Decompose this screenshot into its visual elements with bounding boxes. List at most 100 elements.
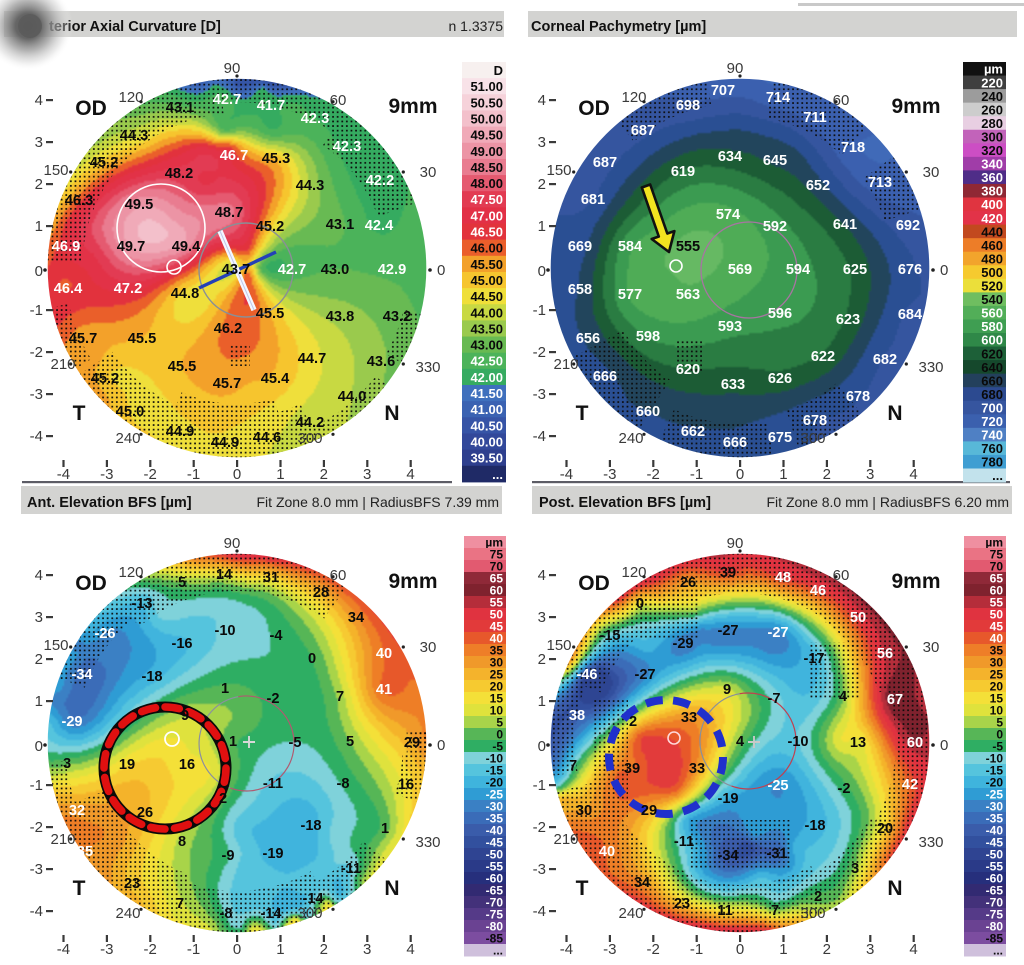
svg-text:9mm: 9mm [891, 95, 940, 118]
svg-text:380: 380 [981, 184, 1003, 199]
svg-text:-1: -1 [690, 941, 703, 958]
svg-text:-5: -5 [492, 740, 503, 754]
svg-text:634: 634 [718, 149, 743, 165]
svg-text:360: 360 [981, 170, 1003, 185]
svg-text:45: 45 [990, 620, 1004, 634]
svg-text:4: 4 [909, 941, 917, 958]
svg-text:48.50: 48.50 [470, 160, 503, 175]
svg-text:50: 50 [990, 608, 1004, 622]
svg-text:300: 300 [981, 130, 1003, 145]
svg-text:-4: -4 [57, 466, 70, 483]
svg-text:330: 330 [918, 359, 943, 376]
svg-text:46.50: 46.50 [470, 225, 503, 240]
svg-text:240: 240 [618, 905, 643, 922]
svg-text:678: 678 [846, 389, 870, 405]
svg-text:D: D [494, 63, 503, 78]
svg-text:280: 280 [981, 116, 1003, 131]
svg-text:9: 9 [723, 682, 731, 698]
svg-text:7: 7 [569, 758, 577, 774]
svg-text:3: 3 [538, 134, 546, 151]
svg-text:-14: -14 [302, 891, 324, 907]
svg-text:0: 0 [636, 596, 644, 612]
svg-text:240: 240 [115, 430, 140, 447]
svg-text:-2: -2 [647, 941, 660, 958]
svg-text:593: 593 [718, 319, 742, 335]
svg-text:42.4: 42.4 [365, 218, 394, 234]
svg-text:-30: -30 [486, 800, 504, 814]
svg-text:780: 780 [981, 455, 1003, 470]
svg-text:4: 4 [909, 466, 917, 483]
svg-text:42.3: 42.3 [333, 139, 361, 155]
svg-text:584: 584 [618, 239, 643, 255]
svg-text:0: 0 [940, 737, 948, 754]
svg-text:-3: -3 [100, 941, 113, 958]
svg-text:-4: -4 [560, 466, 573, 483]
svg-text:0: 0 [233, 466, 241, 483]
svg-text:65: 65 [990, 572, 1004, 586]
svg-text:-85: -85 [486, 932, 504, 946]
svg-text:OD: OD [578, 97, 610, 120]
svg-text:740: 740 [981, 428, 1003, 443]
svg-text:-16: -16 [171, 636, 192, 652]
svg-text:-1: -1 [690, 466, 703, 483]
svg-text:60: 60 [833, 92, 850, 109]
svg-text:28: 28 [313, 585, 329, 601]
svg-text:44.7: 44.7 [298, 351, 326, 367]
svg-text:320: 320 [981, 143, 1003, 158]
svg-text:49.50: 49.50 [470, 128, 503, 143]
svg-text:T: T [73, 402, 86, 425]
svg-text:1: 1 [35, 218, 43, 235]
svg-text:594: 594 [786, 262, 811, 278]
svg-text:15: 15 [990, 692, 1004, 706]
svg-text:1: 1 [779, 466, 787, 483]
svg-text:626: 626 [768, 371, 792, 387]
svg-text:1: 1 [35, 693, 43, 710]
svg-text:14: 14 [216, 567, 233, 583]
svg-text:-5: -5 [992, 740, 1003, 754]
svg-text:2: 2 [320, 466, 328, 483]
svg-text:T: T [73, 877, 86, 900]
svg-text:Corneal Pachymetry [µm]: Corneal Pachymetry [µm] [531, 19, 706, 35]
svg-text:1: 1 [221, 681, 229, 697]
svg-text:...: ... [492, 467, 503, 482]
svg-text:-8: -8 [220, 906, 233, 922]
svg-text:0: 0 [736, 466, 744, 483]
svg-text:120: 120 [621, 89, 646, 106]
svg-text:714: 714 [766, 90, 791, 106]
svg-text:...: ... [493, 944, 503, 958]
svg-text:-1: -1 [30, 302, 43, 319]
svg-text:48: 48 [775, 570, 791, 586]
svg-text:42.3: 42.3 [301, 111, 329, 127]
svg-text:718: 718 [841, 140, 865, 156]
svg-text:Post. Elevation BFS [µm]: Post. Elevation BFS [µm] [539, 495, 711, 511]
svg-text:210: 210 [50, 356, 75, 373]
svg-text:32: 32 [69, 803, 85, 819]
svg-text:44.00: 44.00 [470, 305, 503, 320]
svg-text:592: 592 [763, 219, 787, 235]
svg-text:600: 600 [981, 333, 1003, 348]
svg-text:580: 580 [981, 319, 1003, 334]
svg-text:46.3: 46.3 [65, 193, 93, 209]
svg-text:620: 620 [981, 346, 1003, 361]
svg-text:569: 569 [728, 262, 752, 278]
svg-text:678: 678 [803, 413, 827, 429]
svg-text:-17: -17 [803, 651, 824, 667]
svg-text:692: 692 [896, 218, 920, 234]
svg-text:26: 26 [137, 805, 153, 821]
svg-text:684: 684 [898, 307, 923, 323]
svg-text:51.00: 51.00 [470, 79, 503, 94]
svg-text:µm: µm [485, 536, 503, 550]
svg-text:OD: OD [578, 572, 610, 595]
svg-text:60: 60 [330, 92, 347, 109]
svg-text:598: 598 [636, 329, 660, 345]
svg-text:45.4: 45.4 [261, 371, 290, 387]
svg-text:330: 330 [415, 359, 440, 376]
svg-text:44.8: 44.8 [171, 286, 199, 302]
svg-text:-75: -75 [486, 908, 504, 922]
svg-text:42.00: 42.00 [470, 370, 503, 385]
svg-text:220: 220 [981, 75, 1003, 90]
svg-text:43.6: 43.6 [367, 354, 395, 370]
svg-text:-27: -27 [767, 625, 788, 641]
svg-text:682: 682 [873, 352, 897, 368]
svg-text:42.7: 42.7 [213, 92, 241, 108]
